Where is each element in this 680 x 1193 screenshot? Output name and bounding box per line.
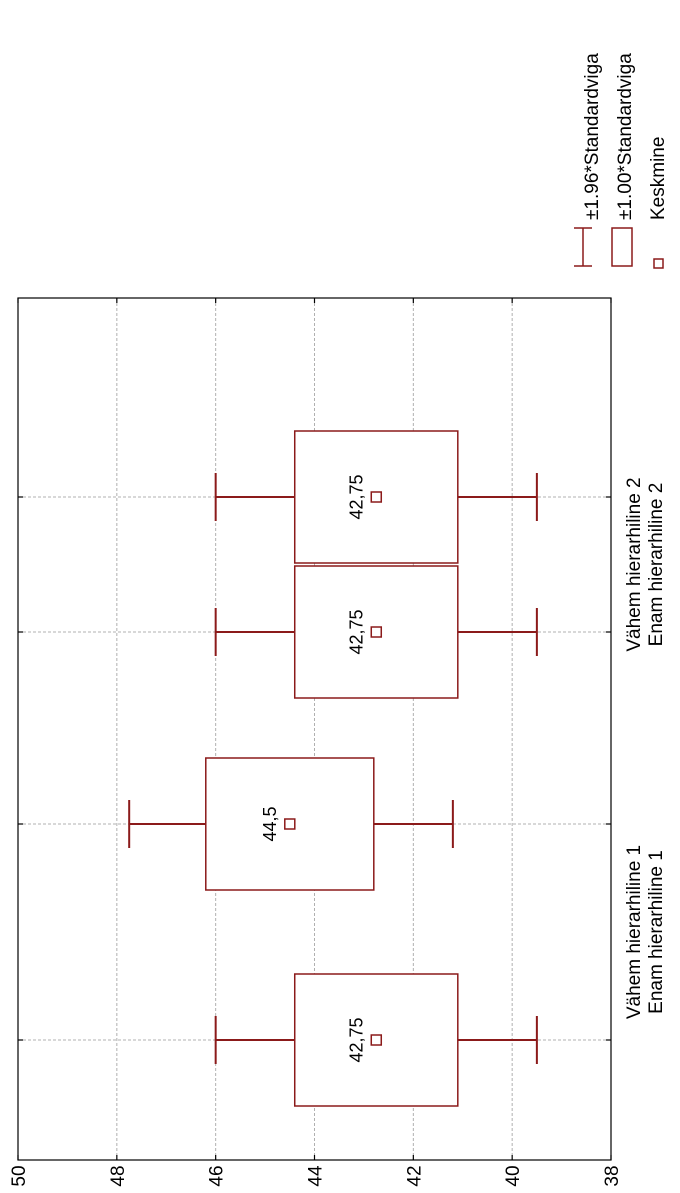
value-tick-label: 50 <box>9 1165 30 1186</box>
mean-marker <box>370 1034 383 1046</box>
value-tick-label: 42 <box>404 1165 425 1186</box>
legend-label: ±1.00*Standardviga <box>615 53 636 220</box>
legend-label: Keskmine <box>648 137 669 220</box>
box-2: 44,5 <box>128 757 454 891</box>
category-label: Enam hierarhiline 2 <box>646 483 667 647</box>
mean-label: 42,75 <box>346 474 366 519</box>
value-axis: 38 40 42 44 46 48 50 <box>9 298 623 1187</box>
legend-box-symbol <box>611 227 633 267</box>
value-tick-label: 38 <box>602 1165 623 1186</box>
category-label: Enam hierarhiline 1 <box>646 850 667 1014</box>
value-tick-label: 44 <box>306 1165 327 1187</box>
box-3: 42,75 <box>214 565 538 699</box>
value-tick-label: 48 <box>108 1165 129 1186</box>
legend: ±1.96*Standardviga ±1.00*Standardviga Kesk… <box>574 53 669 269</box>
mean-marker <box>370 626 383 638</box>
mean-label: 44,5 <box>260 806 280 841</box>
box-4: 42,75 <box>214 430 538 564</box>
mean-label: 42,75 <box>346 1017 366 1062</box>
legend-point-symbol <box>653 258 664 269</box>
mean-marker <box>284 818 296 830</box>
mean-marker <box>370 491 383 503</box>
category-label: Vähem hierarhiline 2 <box>624 477 645 651</box>
box-1: 42,75 <box>214 973 538 1107</box>
boxes: 42,75 44,5 42,75 42,75 <box>128 430 538 1107</box>
legend-label: ±1.96*Standardviga <box>582 53 603 220</box>
value-tick-label: 46 <box>207 1165 228 1186</box>
value-tick-label: 40 <box>503 1165 524 1186</box>
category-axis: Vähem hierarhiline 1 Enam hierarhiline 1 V… <box>624 477 667 1019</box>
mean-label: 42,75 <box>346 609 366 654</box>
category-label: Vähem hierarhiline 1 <box>624 845 645 1019</box>
